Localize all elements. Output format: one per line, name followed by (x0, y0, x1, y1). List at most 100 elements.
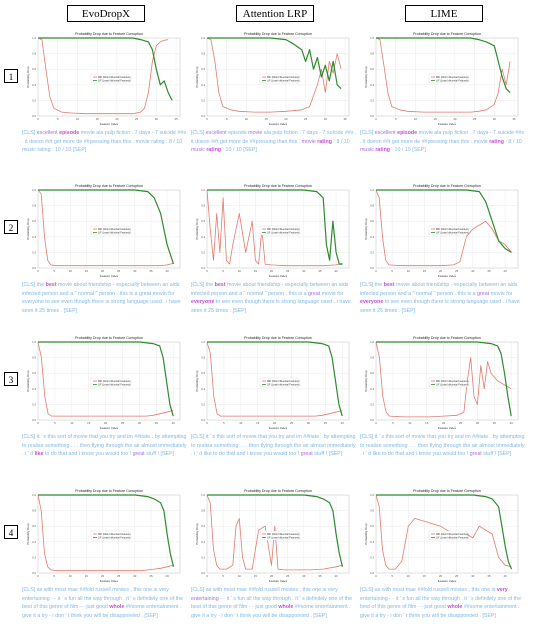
x-tick-label: 30 (133, 269, 137, 273)
caption-token: of (236, 434, 241, 440)
caption-token: . (191, 451, 193, 458)
x-tick-label: 30 (302, 574, 306, 578)
caption-token: times (46, 307, 60, 314)
caption-token: rating (206, 147, 222, 154)
caption-token: of (507, 595, 513, 602)
caption-token: person (267, 290, 285, 297)
caption-token: almost (310, 442, 326, 449)
caption-token: a (239, 290, 243, 297)
caption-token: 8 (508, 138, 512, 145)
caption-token: i (415, 451, 418, 458)
y-tick-label: 0.2 (32, 98, 36, 102)
caption-token: s (233, 595, 236, 602)
caption-token: try (41, 612, 48, 619)
caption-token: , (130, 587, 132, 593)
caption-token: [SEP] (144, 612, 158, 619)
caption-token: try (447, 434, 454, 440)
caption-token: [SEP] (401, 307, 416, 314)
caption-token: . (461, 595, 463, 602)
y-tick-label: 1.0 (32, 340, 36, 344)
y-tick-label: 0.6 (201, 219, 205, 223)
series-line-lif (207, 189, 343, 265)
caption-token: . (349, 604, 351, 611)
caption-token: . (141, 612, 143, 619)
caption-token: to (382, 451, 387, 458)
caption-token: 7 (134, 130, 138, 136)
caption-token: see (221, 299, 231, 306)
x-tick-label: 30 (155, 117, 159, 121)
series-line-mif (37, 37, 169, 115)
caption-token: especially (116, 282, 140, 288)
caption-token: you (99, 434, 108, 440)
row-label-3: 3 (4, 372, 18, 386)
caption-token: and (116, 434, 126, 440)
x-tick-label: 40 (166, 269, 170, 273)
caption-token: [CLS] (360, 434, 374, 440)
caption-token: to (191, 442, 196, 449)
caption-token: i (166, 299, 168, 306)
caption-token: this (47, 434, 56, 440)
caption-token: . (518, 604, 520, 611)
caption-token: - (54, 595, 57, 602)
x-tick-label: 35 (155, 421, 159, 425)
caption-token: it (395, 595, 399, 602)
caption-token: s (212, 434, 216, 440)
caption-token: a (408, 290, 412, 297)
chart-r1-lime: 0.0 0.2 0.4 0.6 0.8 1.0 0 5 10 15 20 25 30 35 Probabil… (364, 32, 519, 126)
caption-token: ' (209, 434, 211, 440)
token-caption-r1-c3: [CLS] excellent episode movie ala pulp f… (360, 129, 526, 176)
caption-token: ' (61, 595, 63, 602)
caption-token: best (191, 604, 202, 611)
caption-token: - (421, 604, 423, 611)
caption-token: of (64, 604, 69, 611)
caption-token: im (465, 434, 471, 440)
x-tick-label: 40 (172, 421, 176, 425)
caption-token: and (405, 451, 415, 458)
x-tick-label: 5 (395, 117, 397, 121)
y-tick-label: 1.0 (201, 493, 205, 497)
caption-token: / (401, 147, 404, 154)
chart-title: Probability Drop due to Feature Corrupti… (244, 336, 312, 340)
caption-token: 10 (404, 147, 411, 154)
caption-token: than (277, 138, 288, 145)
caption-token: it (464, 595, 467, 602)
caption-token: [CLS] (360, 130, 374, 136)
x-tick-label: 40 (335, 269, 339, 273)
legend-entry: MIF (Most Influential Features) (98, 533, 131, 536)
x-tick-label: 20 (104, 421, 108, 425)
x-tick-label: 0 (206, 269, 208, 273)
y-tick-label: 0.2 (32, 402, 36, 406)
legend-entry: MIF (Most Influential Features) (98, 228, 131, 231)
caption-token: : (222, 147, 225, 154)
caption-token: [CLS] (191, 130, 205, 136)
caption-token: . (22, 451, 24, 458)
caption-token: ##fold (79, 587, 94, 593)
caption-token: will (431, 612, 439, 619)
y-tick-label: 0.0 (201, 418, 205, 422)
y-tick-label: 0.6 (201, 67, 205, 71)
caption-token: sort (395, 434, 405, 440)
caption-token: you (263, 451, 273, 458)
caption-token: through (272, 595, 291, 602)
x-axis-label: Feature Index (100, 579, 119, 583)
caption-token: very (327, 587, 338, 593)
caption-token: the (293, 442, 302, 449)
caption-token: : (505, 138, 507, 145)
y-tick-label: 0.2 (201, 402, 205, 406)
caption-token: movie (152, 290, 167, 297)
caption-token: movies (112, 587, 129, 593)
caption-token: [SEP] (63, 307, 78, 314)
caption-token: / (173, 138, 175, 145)
column-header-evodropx: EvoDropX (67, 5, 145, 22)
caption-token: like (34, 451, 44, 458)
chart-title: Probability Drop due to Feature Corrupti… (413, 32, 481, 36)
caption-token: movie (395, 282, 411, 288)
caption-token: between (140, 282, 161, 288)
caption-token: " (412, 290, 415, 297)
caption-token: one (481, 587, 491, 593)
caption-token: used (320, 299, 333, 306)
caption-token: get (219, 138, 228, 145)
caption-token: is (105, 299, 110, 306)
caption-token: seen (191, 307, 203, 314)
caption-token: - (49, 612, 51, 619)
